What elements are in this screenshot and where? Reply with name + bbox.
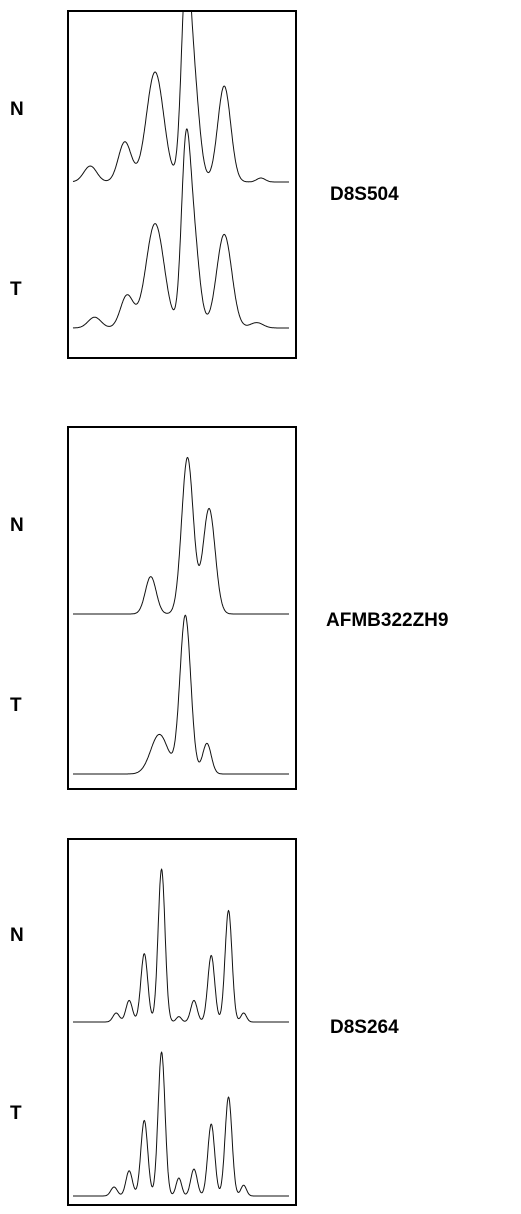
trace-d8s264-n — [73, 868, 289, 1023]
panel-d8s264-svg — [73, 868, 289, 1197]
trace-d8s504-t — [72, 128, 289, 329]
lane-label-n: N — [10, 515, 24, 536]
panel-d8s504-svg — [72, 12, 289, 329]
marker-label-d8s264: D8S264 — [330, 1017, 399, 1038]
trace-d8s504-n — [72, 12, 289, 183]
lane-label-t: T — [10, 279, 22, 300]
lane-label-n: N — [10, 99, 24, 120]
lane-label-t: T — [10, 695, 22, 716]
trace-afmb322zh9-n — [73, 456, 289, 615]
marker-label-afmb322zh9: AFMB322ZH9 — [326, 610, 449, 631]
panel-d8s264 — [67, 838, 297, 1206]
marker-label-d8s504: D8S504 — [330, 184, 399, 205]
panel-afmb322zh9 — [67, 426, 297, 790]
panel-afmb322zh9-svg — [73, 456, 289, 775]
lane-label-t: T — [10, 1103, 22, 1124]
lane-label-n: N — [10, 925, 24, 946]
panel-d8s504 — [67, 10, 297, 359]
trace-d8s264-t — [73, 1051, 289, 1197]
trace-afmb322zh9-t — [73, 614, 289, 775]
